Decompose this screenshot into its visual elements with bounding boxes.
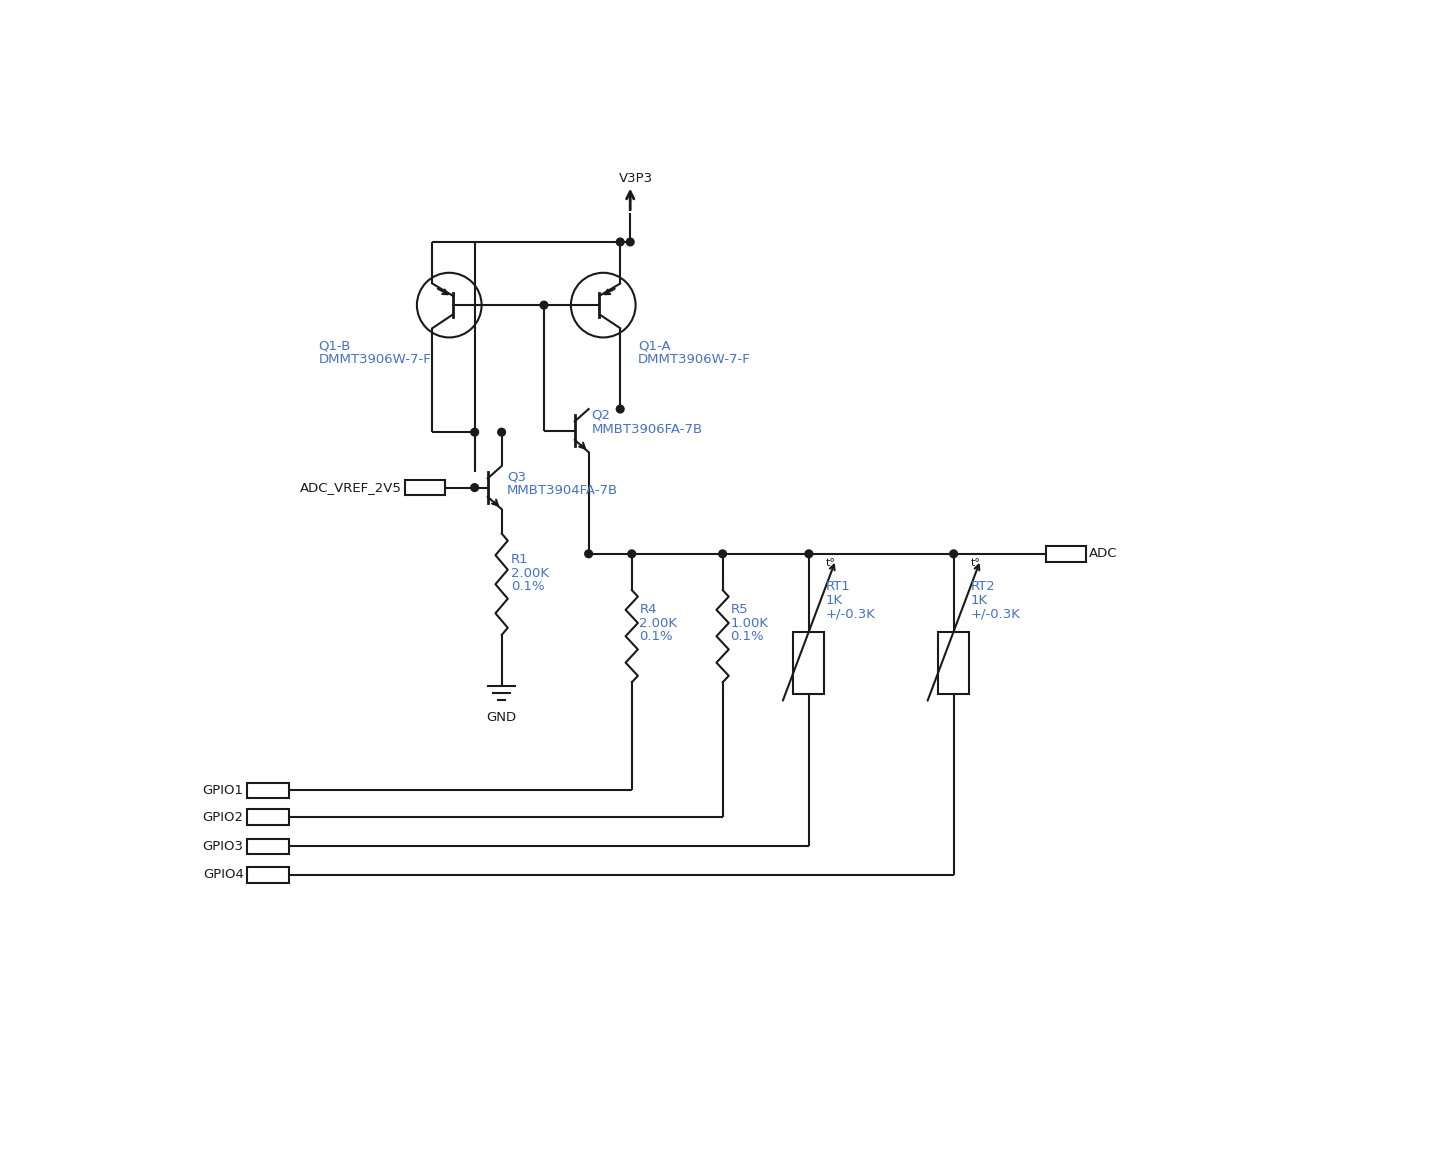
Text: GPIO3: GPIO3 bbox=[203, 840, 243, 852]
Text: DMMT3906W-7-F: DMMT3906W-7-F bbox=[318, 354, 431, 366]
Bar bbox=[939, 633, 969, 694]
Circle shape bbox=[471, 428, 478, 436]
Text: 0.1%: 0.1% bbox=[511, 580, 544, 593]
Text: GPIO1: GPIO1 bbox=[203, 784, 243, 797]
Text: RT2: RT2 bbox=[971, 579, 995, 593]
Text: GND: GND bbox=[487, 711, 517, 723]
Text: 0.1%: 0.1% bbox=[639, 630, 672, 643]
Text: R5: R5 bbox=[730, 602, 747, 615]
Text: GPIO2: GPIO2 bbox=[203, 811, 243, 823]
Circle shape bbox=[626, 238, 634, 245]
Text: MMBT3906FA-7B: MMBT3906FA-7B bbox=[592, 422, 703, 436]
Circle shape bbox=[471, 484, 478, 492]
Circle shape bbox=[719, 550, 726, 558]
Text: DMMT3906W-7-F: DMMT3906W-7-F bbox=[638, 354, 750, 366]
Bar bbox=[246, 839, 289, 854]
Circle shape bbox=[616, 238, 624, 245]
Text: Q1-A: Q1-A bbox=[638, 340, 671, 352]
Text: Q3: Q3 bbox=[507, 470, 526, 484]
Text: +/-0.3K: +/-0.3K bbox=[971, 607, 1021, 620]
Text: MMBT3904FA-7B: MMBT3904FA-7B bbox=[507, 484, 618, 497]
Text: 1K: 1K bbox=[971, 593, 988, 607]
Circle shape bbox=[585, 550, 592, 558]
Text: R1: R1 bbox=[511, 552, 528, 565]
Text: GPIO4: GPIO4 bbox=[203, 869, 243, 882]
Text: 1K: 1K bbox=[825, 593, 842, 607]
Text: 2.00K: 2.00K bbox=[511, 566, 549, 579]
Circle shape bbox=[950, 550, 958, 558]
Text: ADC: ADC bbox=[1089, 548, 1117, 561]
Circle shape bbox=[805, 550, 812, 558]
Text: Q1-B: Q1-B bbox=[318, 340, 351, 352]
Text: RT1: RT1 bbox=[825, 579, 851, 593]
Text: Q2: Q2 bbox=[592, 408, 611, 422]
Bar bbox=[246, 868, 289, 883]
Text: ADC_VREF_2V5: ADC_VREF_2V5 bbox=[300, 481, 402, 494]
Bar bbox=[246, 809, 289, 825]
Bar bbox=[1045, 547, 1086, 562]
Text: 1.00K: 1.00K bbox=[730, 616, 769, 629]
Text: 2.00K: 2.00K bbox=[639, 616, 677, 629]
Bar bbox=[406, 480, 445, 495]
Circle shape bbox=[616, 405, 624, 413]
Text: R4: R4 bbox=[639, 602, 657, 615]
Circle shape bbox=[540, 301, 547, 309]
Text: V3P3: V3P3 bbox=[619, 172, 652, 185]
Bar bbox=[246, 783, 289, 798]
Text: 0.1%: 0.1% bbox=[730, 630, 765, 643]
Circle shape bbox=[498, 428, 505, 436]
Bar bbox=[793, 633, 824, 694]
Circle shape bbox=[628, 550, 635, 558]
Text: +/-0.3K: +/-0.3K bbox=[825, 607, 876, 620]
Text: t°: t° bbox=[971, 558, 981, 568]
Text: t°: t° bbox=[825, 558, 835, 568]
